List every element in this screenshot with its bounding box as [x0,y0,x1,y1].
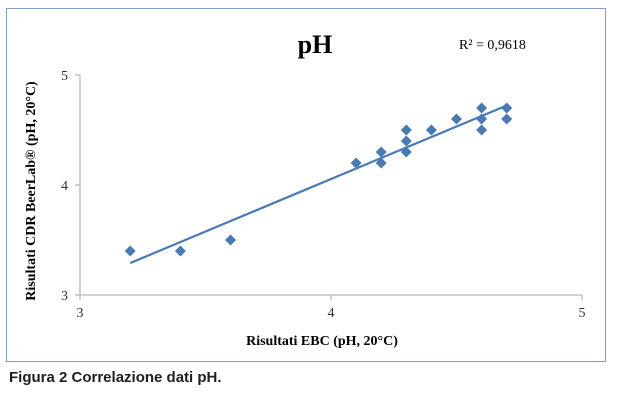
trendline [129,104,508,265]
data-point [400,124,412,136]
data-point [375,157,387,169]
x-tick-label: 4 [328,306,335,321]
x-tick-label: 5 [579,306,586,321]
y-axis-label: Risultati CDR BeerLab® (pH, 20°C) [24,81,39,301]
data-point [124,245,136,257]
data-point [375,146,387,158]
data-point [174,245,186,257]
y-tick-label: 3 [61,289,68,304]
data-point [476,124,488,136]
x-tick-label: 3 [77,306,84,321]
scatter-chart: pH R² = 0,9618 3 4 5 3 4 5 Risultati EBC (pH… [24,30,586,349]
x-axis-label: Risultati EBC (pH, 20°C) [246,334,398,349]
data-point [501,102,513,114]
r-squared-label: R² = 0,9618 [459,38,526,53]
data-point [501,113,513,125]
figure-caption: Figura 2 Correlazione dati pH. [9,369,222,386]
data-point [400,135,412,147]
chart-title: pH [298,30,333,59]
data-points [124,102,513,257]
data-point [476,102,488,114]
data-point [476,113,488,125]
y-tick-label: 5 [61,69,68,84]
chart-frame: pH R² = 0,9618 3 4 5 3 4 5 Risultati EBC (pH… [6,8,606,362]
data-point [451,113,462,125]
data-point [350,157,362,169]
y-tick-label: 4 [61,179,68,194]
trendline-group [129,104,508,265]
y-ticks: 3 4 5 [61,69,80,304]
data-point [225,234,237,246]
data-point [425,124,437,136]
data-point [400,146,412,158]
x-ticks: 3 4 5 [77,295,586,321]
